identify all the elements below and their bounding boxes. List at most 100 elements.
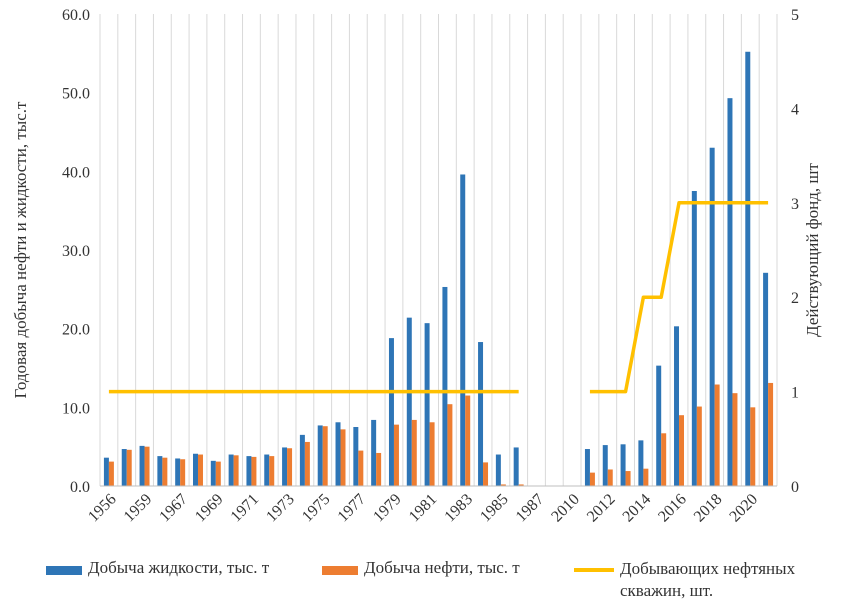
legend-label-liquid: Добыча жидкости, тыс. т <box>88 558 270 577</box>
left-axis-ticks: 0.0 10.0 20.0 30.0 40.0 50.0 60.0 <box>62 7 90 496</box>
bar <box>376 452 382 486</box>
x-tick-label: 1983 <box>441 491 476 526</box>
bar <box>406 317 412 486</box>
x-tick-label: 1971 <box>228 491 263 526</box>
bar <box>768 382 774 486</box>
bar <box>607 469 613 486</box>
bar <box>393 424 399 486</box>
y-tick-label: 20.0 <box>62 322 90 339</box>
bar <box>679 415 684 486</box>
x-tick-label: 1973 <box>263 491 298 526</box>
legend-label-wells: Добывающих нефтяных скважин, шт. <box>620 559 796 600</box>
bar <box>335 422 341 486</box>
bar <box>518 484 524 486</box>
line-series <box>108 201 769 394</box>
bar <box>656 365 662 486</box>
bar <box>108 461 114 486</box>
legend-item-wells: Добывающих нефтяных скважин, шт. <box>574 558 845 602</box>
bar <box>745 51 751 486</box>
bar <box>465 395 471 486</box>
bar <box>144 446 150 486</box>
x-tick-label: 1977 <box>335 491 370 526</box>
bar <box>251 456 257 486</box>
legend-item-liquid: Добыча жидкости, тыс. т <box>46 558 269 578</box>
bar <box>126 449 132 486</box>
bar <box>322 426 328 486</box>
x-tick-label: 2018 <box>691 491 726 526</box>
x-tick-label: 1987 <box>513 491 548 526</box>
bar <box>584 449 590 486</box>
bar <box>215 461 221 486</box>
y-tick-label: 60.0 <box>62 7 90 24</box>
bar <box>197 454 203 486</box>
x-tick-label: 2020 <box>726 491 761 526</box>
bar <box>269 456 275 486</box>
y2-tick-label: 4 <box>791 101 799 118</box>
bar <box>282 447 288 486</box>
bar <box>460 174 466 487</box>
y-tick-label: 0.0 <box>70 479 90 496</box>
x-axis-ticks: 1956 1959 1967 1969 1971 1973 1975 1977 1979 1981… <box>85 491 761 526</box>
legend-label-oil: Добыча нефти, тыс. т <box>364 558 520 577</box>
bar <box>353 427 359 486</box>
bar <box>602 445 608 486</box>
bar <box>732 393 738 486</box>
bar <box>246 456 252 486</box>
x-tick-label: 1959 <box>121 491 156 526</box>
bar <box>175 458 181 486</box>
x-tick-label: 2016 <box>655 491 690 526</box>
x-tick-label: 1985 <box>477 491 512 526</box>
bar <box>228 454 234 486</box>
x-tick-label: 1981 <box>406 491 441 526</box>
bar <box>727 98 733 487</box>
bar <box>478 342 484 486</box>
bar <box>661 433 667 486</box>
bar <box>696 406 702 486</box>
bar <box>340 429 346 486</box>
y-tick-label: 30.0 <box>62 243 90 260</box>
y-axis-title: Годовая добыча нефти и жидкости, тыс.т <box>11 101 30 398</box>
legend: Добыча жидкости, тыс. т Добыча нефти, ты… <box>0 548 845 608</box>
bar <box>513 447 519 486</box>
legend-swatch-oil <box>322 566 358 575</box>
bar <box>750 407 756 486</box>
bar <box>180 459 186 486</box>
bar <box>442 286 448 486</box>
y-tick-label: 50.0 <box>62 86 90 103</box>
series-line <box>108 201 769 394</box>
x-tick-label: 1975 <box>299 491 334 526</box>
x-tick-label: 1967 <box>156 491 191 526</box>
bar <box>638 440 644 486</box>
bar <box>709 147 715 487</box>
x-tick-label: 2012 <box>584 491 619 526</box>
bar <box>429 422 435 486</box>
legend-swatch-wells <box>574 568 614 572</box>
x-tick-label: 2014 <box>620 491 655 526</box>
bar <box>625 471 631 486</box>
bar <box>424 323 430 486</box>
bar <box>304 441 310 486</box>
bar <box>299 434 305 486</box>
y-tick-label: 40.0 <box>62 164 90 181</box>
bar <box>358 450 364 486</box>
bar <box>233 455 239 486</box>
bar <box>589 472 595 486</box>
y2-axis-title: Действующий фонд, шт <box>803 162 822 336</box>
bar <box>371 419 377 486</box>
bar <box>620 444 626 486</box>
bar-series <box>103 51 774 487</box>
legend-swatch-liquid <box>46 566 82 575</box>
y2-tick-label: 5 <box>791 7 799 24</box>
gridlines <box>99 14 778 486</box>
bar <box>121 449 127 486</box>
legend-item-oil: Добыча нефти, тыс. т <box>322 558 520 578</box>
bar <box>317 425 323 486</box>
bar <box>103 457 109 486</box>
bar <box>287 448 293 486</box>
bar <box>162 457 168 486</box>
bar <box>643 468 649 486</box>
y2-tick-label: 0 <box>791 479 799 496</box>
y2-tick-label: 2 <box>791 290 799 307</box>
bar <box>483 462 489 486</box>
